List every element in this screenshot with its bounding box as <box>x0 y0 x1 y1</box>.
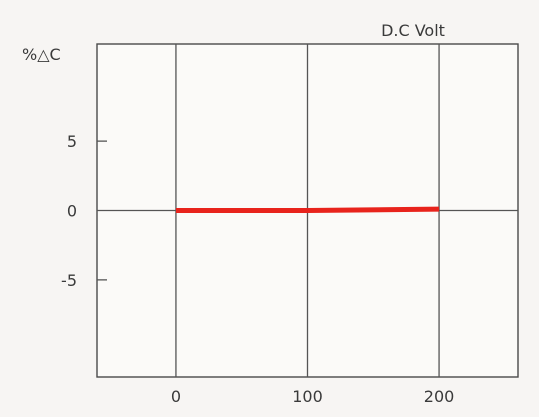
y-axis-label: %△C <box>22 45 61 64</box>
x-tick-label: 200 <box>424 387 455 406</box>
x-tick-label: 100 <box>292 387 323 406</box>
y-tick-label: 5 <box>67 132 77 151</box>
y-tick-label: -5 <box>61 271 77 290</box>
series-line <box>176 209 439 210</box>
chart-title: D.C Volt <box>381 21 445 40</box>
x-tick-label: 0 <box>171 387 181 406</box>
y-tick-label: 0 <box>67 202 77 221</box>
series-layer <box>176 209 439 211</box>
